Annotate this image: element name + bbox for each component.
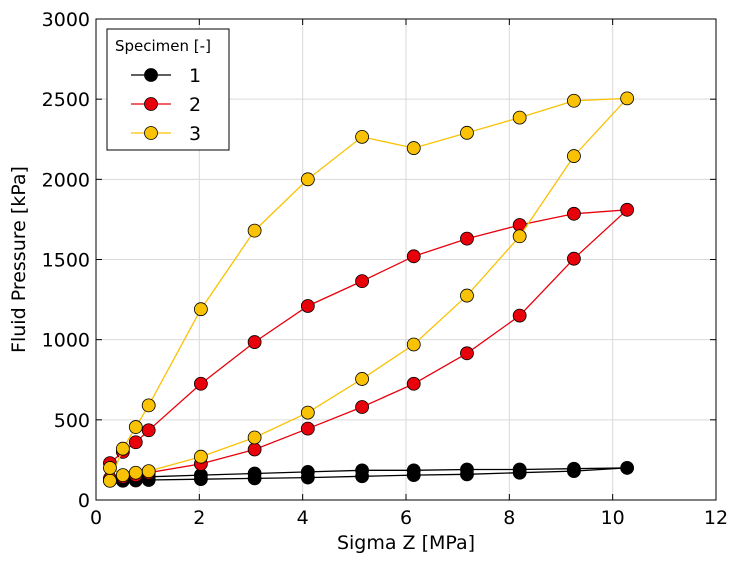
legend-label: 3 (189, 123, 201, 145)
data-point (406, 249, 421, 264)
legend-box (106, 28, 230, 151)
x-tick-label: 10 (601, 507, 625, 529)
data-point (193, 449, 208, 464)
data-point (247, 335, 262, 349)
legend-label: 1 (189, 65, 201, 87)
series-3 (103, 91, 635, 488)
series-2 (103, 202, 635, 486)
y-tick-label: 3000 (42, 9, 90, 31)
data-point (355, 372, 369, 386)
data-point (406, 463, 421, 478)
y-tick-label: 2000 (42, 169, 90, 191)
y-tick-label: 500 (54, 410, 90, 432)
data-point (355, 400, 369, 414)
y-tick-label: 2500 (42, 89, 90, 111)
data-point (567, 206, 581, 221)
data-point (406, 337, 421, 352)
data-point (512, 462, 527, 477)
y-tick-label: 0 (78, 490, 90, 512)
data-point (460, 462, 474, 477)
data-point (128, 420, 143, 434)
data-point (300, 299, 315, 313)
data-point (300, 421, 315, 436)
legend-label: 2 (189, 94, 201, 116)
data-point (460, 346, 474, 361)
y-tick-label: 1000 (42, 330, 90, 352)
data-point (567, 461, 581, 476)
data-point (247, 442, 262, 457)
data-point (115, 468, 130, 483)
data-point (193, 376, 208, 391)
data-point (247, 223, 262, 238)
y-tick-label: 1500 (42, 250, 90, 272)
data-point (103, 473, 117, 488)
legend-marker (144, 97, 158, 111)
data-point (115, 441, 130, 456)
data-point (128, 435, 143, 450)
legend-marker (144, 126, 158, 140)
data-point (567, 93, 581, 108)
data-point (141, 464, 156, 479)
data-point (620, 91, 635, 106)
data-point (300, 172, 315, 187)
x-tick-label: 4 (297, 507, 309, 529)
data-point (300, 465, 315, 479)
data-point (567, 149, 581, 163)
data-point (460, 288, 474, 303)
x-tick-label: 12 (704, 507, 728, 529)
data-point (141, 423, 156, 438)
legend: Specimen [-] 1 2 3 (106, 28, 230, 151)
data-point (193, 302, 208, 317)
data-point (406, 141, 421, 155)
data-point (567, 251, 581, 266)
data-point (355, 463, 369, 478)
data-point (128, 465, 143, 480)
data-point (247, 466, 262, 481)
x-tick-label: 6 (400, 507, 412, 529)
plot-area (103, 91, 635, 488)
data-point (620, 202, 635, 217)
x-axis-label: Sigma Z [MPa] (337, 532, 475, 554)
data-point (103, 461, 117, 475)
data-point (355, 274, 369, 289)
data-point (512, 110, 527, 125)
x-tick-label: 8 (503, 507, 515, 529)
data-point (460, 231, 474, 246)
data-point (512, 308, 527, 323)
data-point (460, 125, 474, 140)
data-point (512, 229, 527, 244)
x-tick-label: 0 (90, 507, 102, 529)
data-point (141, 398, 156, 413)
data-point (300, 405, 315, 420)
data-point (620, 461, 635, 475)
data-point (406, 376, 421, 391)
x-tick-label: 2 (193, 507, 205, 529)
data-point (355, 129, 369, 144)
data-point (247, 430, 262, 445)
legend-marker (144, 68, 158, 82)
legend-title: Specimen [-] (115, 37, 211, 55)
y-axis-label: Fluid Pressure [kPa] (8, 166, 30, 353)
